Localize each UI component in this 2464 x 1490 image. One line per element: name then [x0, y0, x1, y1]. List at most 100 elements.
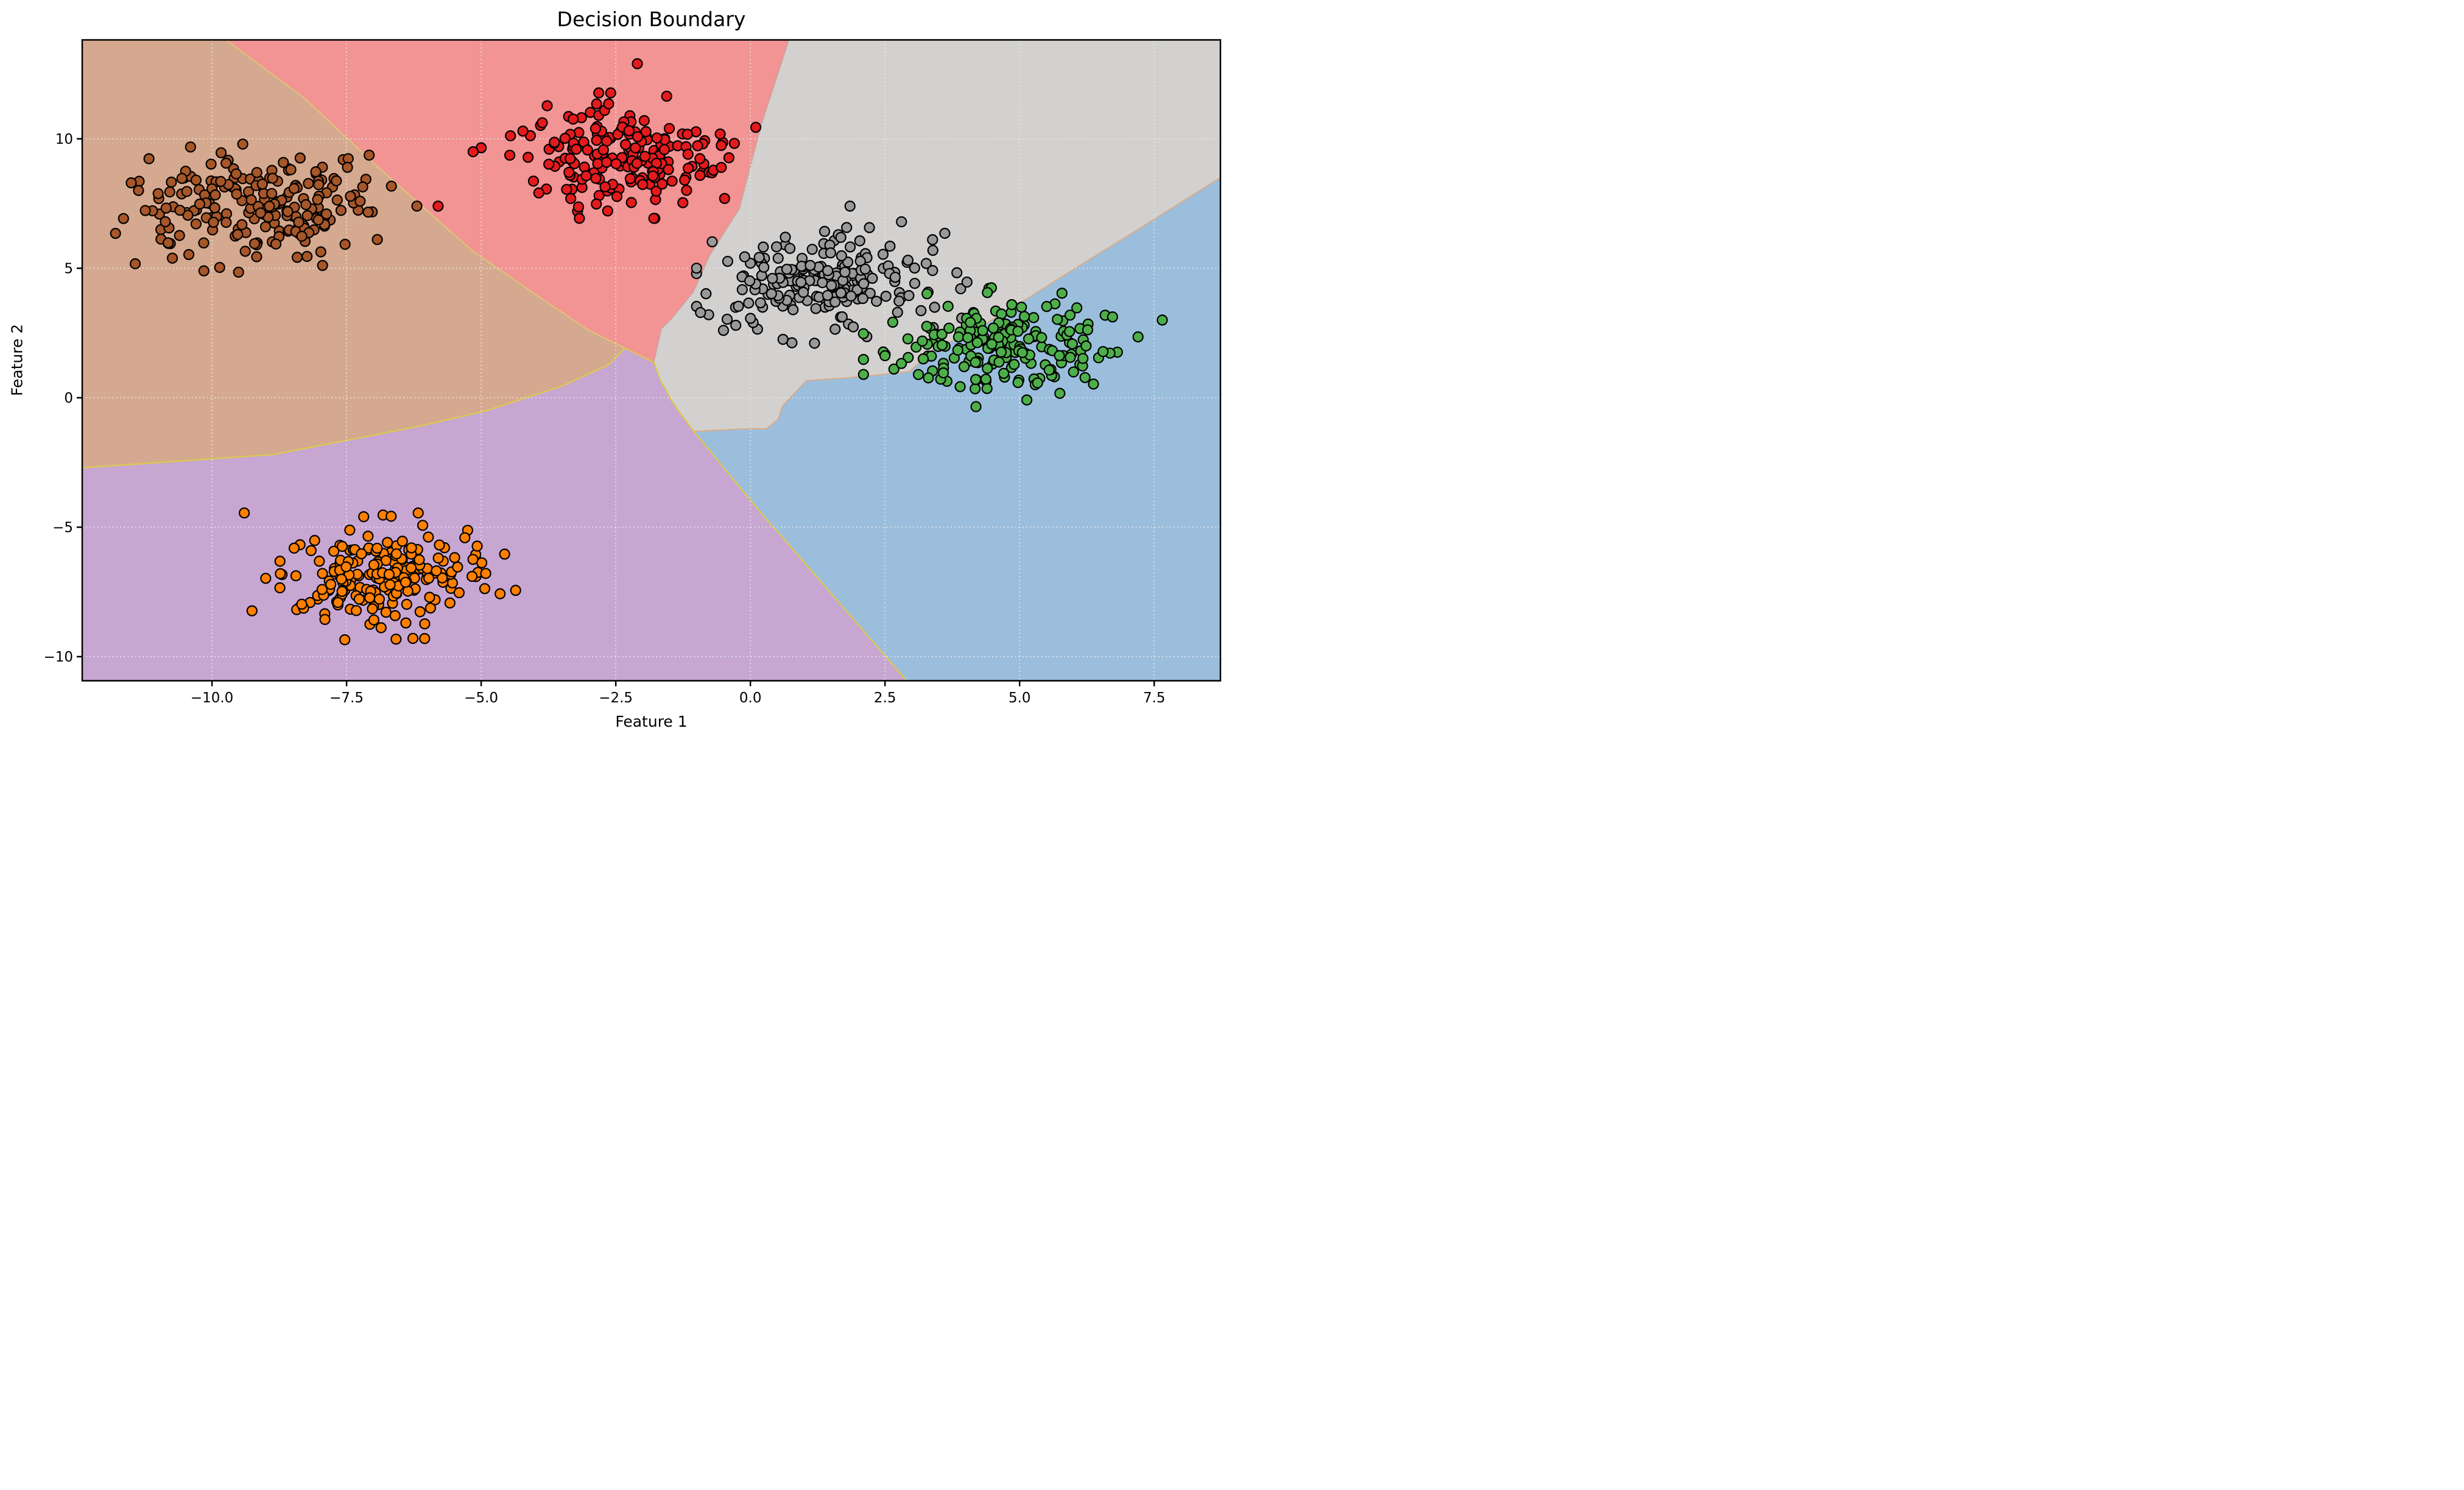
data-point	[810, 303, 822, 314]
data-point	[871, 295, 882, 307]
data-point	[220, 157, 232, 169]
data-point	[296, 598, 308, 610]
data-point	[384, 579, 396, 590]
data-point	[559, 133, 571, 144]
data-point	[706, 236, 718, 248]
data-point	[912, 369, 924, 380]
data-point	[599, 181, 611, 192]
data-point	[125, 177, 137, 189]
data-point	[350, 605, 362, 616]
data-point	[249, 238, 261, 250]
data-point	[568, 113, 579, 125]
data-point	[590, 123, 602, 135]
cluster-red	[432, 58, 762, 224]
data-point	[533, 187, 544, 199]
data-point	[319, 613, 331, 625]
data-point	[582, 144, 593, 156]
data-point	[215, 175, 227, 187]
y-tick-label: 10	[55, 132, 73, 147]
data-point	[402, 585, 414, 597]
data-point	[716, 139, 727, 151]
data-point	[632, 131, 644, 143]
data-point	[1052, 314, 1063, 325]
data-point	[504, 149, 516, 161]
data-point	[921, 288, 933, 300]
data-point	[414, 554, 425, 565]
data-point	[215, 147, 227, 158]
data-point	[1097, 346, 1109, 358]
data-point	[176, 172, 188, 185]
data-point	[362, 531, 374, 542]
data-point	[767, 272, 778, 284]
data-point	[340, 561, 352, 573]
data-point	[424, 591, 435, 603]
data-point	[1032, 377, 1043, 389]
data-point	[233, 266, 244, 278]
data-point	[817, 277, 828, 289]
data-point	[877, 249, 889, 260]
data-point	[198, 237, 209, 249]
data-point	[867, 272, 878, 284]
data-point	[1107, 311, 1118, 323]
data-point	[887, 316, 899, 328]
data-point	[970, 383, 981, 395]
data-point	[591, 135, 602, 146]
data-point	[220, 216, 232, 228]
data-point	[380, 606, 392, 618]
data-point	[723, 152, 735, 164]
data-point	[903, 351, 914, 363]
data-point	[190, 218, 202, 230]
data-point	[733, 300, 744, 312]
data-point	[285, 164, 297, 175]
data-point	[275, 568, 286, 579]
data-point	[902, 333, 913, 345]
data-point	[466, 571, 478, 582]
data-point	[480, 568, 491, 579]
data-point	[656, 178, 668, 190]
data-point	[896, 216, 907, 228]
data-point	[237, 138, 248, 150]
data-point	[995, 346, 1007, 358]
data-point	[864, 288, 876, 299]
data-point	[230, 168, 242, 180]
plot-area: −10.0 −7.5 −5.0 −2.5 0.0 2.5 5.0 7.5 10 5 0 −5 −10	[43, 39, 1222, 706]
data-point	[367, 603, 378, 615]
data-point	[517, 125, 529, 137]
plot-border	[81, 39, 1222, 682]
data-point	[432, 200, 444, 212]
data-point	[1021, 394, 1033, 406]
data-point	[993, 356, 1005, 368]
data-point	[845, 290, 857, 302]
data-point	[239, 245, 251, 257]
data-point	[681, 129, 693, 140]
y-axis-label: Feature 2	[8, 323, 26, 397]
y-tick-label: 5	[64, 261, 73, 277]
data-point	[160, 202, 172, 214]
data-point	[766, 288, 777, 300]
data-point	[432, 552, 444, 564]
data-point	[722, 255, 734, 267]
data-point	[174, 230, 185, 241]
data-point	[977, 325, 988, 336]
data-point	[677, 197, 689, 208]
chart-title: Decision Boundary	[557, 7, 746, 31]
data-point	[385, 510, 397, 522]
data-point	[1065, 351, 1076, 363]
data-point	[681, 185, 692, 196]
data-point	[315, 246, 326, 258]
data-point	[510, 585, 521, 596]
data-point	[798, 286, 809, 298]
data-point	[719, 192, 730, 204]
data-point	[822, 289, 833, 302]
data-point	[650, 185, 662, 197]
data-point	[844, 241, 856, 253]
data-point	[663, 164, 674, 175]
data-point	[444, 597, 456, 609]
data-point	[970, 401, 982, 412]
data-point	[256, 178, 268, 190]
data-point	[382, 537, 393, 548]
x-tick-label: 5.0	[1008, 690, 1031, 706]
data-point	[267, 172, 278, 184]
data-point	[879, 350, 891, 362]
data-point	[884, 241, 896, 252]
